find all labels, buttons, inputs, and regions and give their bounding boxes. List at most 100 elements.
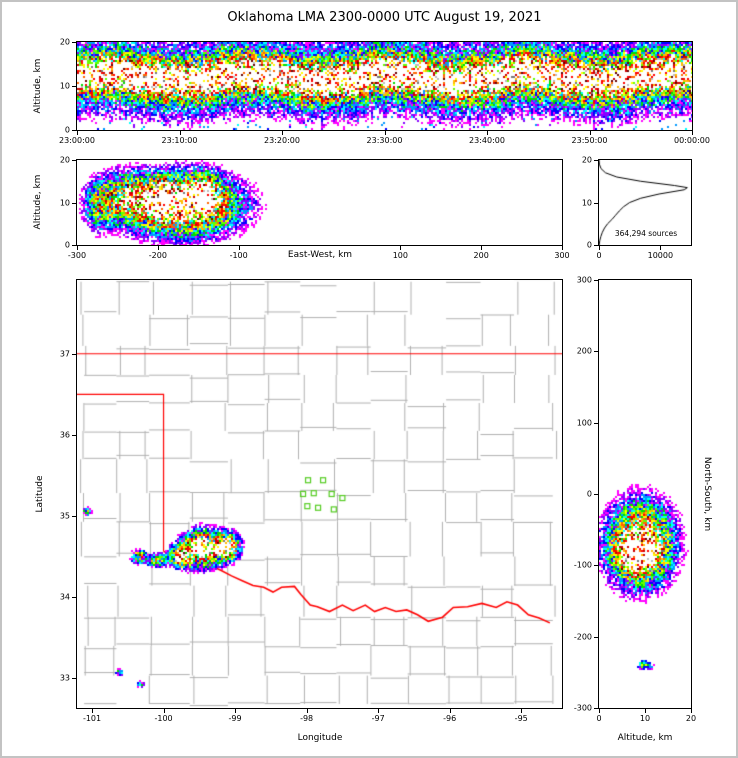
x-tick-label: 23:10:00 <box>161 136 198 145</box>
y-tick-mark <box>72 42 76 43</box>
y-tick-mark <box>72 596 76 598</box>
y-tick-label: 100 <box>576 418 592 428</box>
x-tick-mark <box>163 709 165 713</box>
x-tick-label: 20 <box>685 714 697 723</box>
y-tick-mark <box>72 515 76 517</box>
map-ylabel: Latitude <box>35 475 45 513</box>
x-tick-label: -97 <box>371 714 385 723</box>
x-tick-mark <box>599 246 600 250</box>
map-xlabel: Longitude <box>297 733 343 743</box>
x-tick-mark <box>599 709 600 713</box>
x-tick-label: -300 <box>67 251 87 260</box>
figure-title: Oklahoma LMA 2300-0000 UTC August 19, 20… <box>227 10 542 25</box>
y-tick-label: 36 <box>59 430 70 440</box>
y-tick-label: 35 <box>59 511 70 521</box>
x-tick-mark <box>562 246 563 250</box>
source-count-annotation: 364,294 sources <box>614 229 678 238</box>
x-tick-label: 23:00:00 <box>59 136 95 145</box>
y-tick-mark <box>72 86 76 87</box>
x-tick-mark <box>235 709 237 713</box>
y-tick-mark <box>594 708 598 709</box>
y-tick-mark <box>594 160 598 161</box>
x-tick-mark <box>238 246 240 250</box>
x-tick-mark <box>400 246 402 250</box>
eastwest-altitude-heatmap <box>77 160 562 245</box>
y-tick-mark <box>72 130 76 131</box>
x-tick-mark <box>378 709 380 713</box>
x-tick-mark <box>481 246 483 250</box>
plan-view-map <box>77 280 562 708</box>
x-tick-mark <box>306 709 308 713</box>
eastwest-altitude-panel <box>76 159 563 246</box>
ns-panel-ylabel: North-South, km <box>702 456 712 532</box>
y-tick-label: 10 <box>581 198 592 207</box>
ew-panel-xlabel: East-West, km <box>287 250 353 260</box>
y-tick-label: 10 <box>59 198 70 207</box>
y-tick-label: 300 <box>576 275 592 285</box>
y-tick-label: 0 <box>64 125 70 135</box>
x-tick-mark <box>645 709 646 713</box>
x-tick-mark <box>92 709 94 713</box>
x-tick-label: 23:40:00 <box>469 136 505 145</box>
y-tick-label: 33 <box>59 673 70 683</box>
y-tick-label: -300 <box>573 703 592 713</box>
y-tick-label: 10 <box>59 81 70 91</box>
y-tick-mark <box>594 351 598 353</box>
x-tick-label: 00:00:00 <box>674 136 710 145</box>
time-altitude-panel <box>76 41 693 131</box>
y-tick-label: 34 <box>59 592 70 602</box>
altitude-histogram-curve <box>599 160 691 245</box>
x-tick-label: -100 <box>229 251 248 260</box>
y-tick-mark <box>594 245 598 246</box>
x-tick-label: 100 <box>392 251 408 260</box>
x-tick-mark <box>692 131 693 135</box>
y-tick-label: -100 <box>573 560 592 570</box>
y-tick-label: 0 <box>64 240 70 250</box>
x-tick-label: 0 <box>596 251 602 260</box>
x-tick-mark <box>589 131 591 135</box>
y-tick-mark <box>594 202 598 204</box>
x-tick-label: -95 <box>514 714 528 723</box>
y-tick-mark <box>594 494 598 495</box>
x-tick-label: 300 <box>554 251 570 260</box>
y-tick-label: -200 <box>573 632 592 642</box>
altitude-northsouth-panel <box>598 279 692 709</box>
x-tick-mark <box>521 709 523 713</box>
y-tick-label: 20 <box>59 37 70 47</box>
y-tick-mark <box>72 434 76 436</box>
y-tick-mark <box>594 422 598 424</box>
ew-panel-ylabel: Altitude, km <box>33 174 43 230</box>
y-tick-mark <box>594 280 598 281</box>
x-tick-mark <box>282 131 283 135</box>
x-tick-mark <box>487 131 488 135</box>
x-tick-label: 10000 <box>647 251 674 260</box>
x-tick-label: 10 <box>639 714 651 723</box>
x-tick-mark <box>77 246 78 250</box>
y-tick-mark <box>72 245 76 246</box>
x-tick-label: -200 <box>148 251 167 260</box>
x-tick-label: 0 <box>596 714 602 723</box>
y-tick-mark <box>72 160 76 161</box>
plan-view-map-panel <box>76 279 563 709</box>
x-tick-label: 200 <box>473 251 489 260</box>
x-tick-mark <box>660 246 662 250</box>
altitude-histogram-panel <box>598 159 692 246</box>
x-tick-mark <box>77 131 78 135</box>
y-tick-label: 20 <box>59 155 70 165</box>
x-tick-label: -96 <box>443 714 457 723</box>
x-tick-mark <box>179 131 181 135</box>
x-tick-label: 23:30:00 <box>366 136 403 145</box>
x-tick-label: -100 <box>154 714 173 723</box>
y-tick-label: 20 <box>581 155 592 165</box>
time-panel-ylabel: Altitude, km <box>33 58 43 114</box>
y-tick-label: 200 <box>576 346 592 356</box>
altitude-northsouth-heatmap <box>599 280 691 708</box>
x-tick-mark <box>449 709 451 713</box>
y-tick-mark <box>594 636 598 638</box>
x-tick-label: 23:50:00 <box>571 136 608 145</box>
y-tick-label: 0 <box>586 489 592 499</box>
x-tick-mark <box>691 709 692 713</box>
y-tick-label: 0 <box>586 240 592 250</box>
x-tick-label: -101 <box>82 714 102 723</box>
x-tick-label: 23:20:00 <box>264 136 300 145</box>
